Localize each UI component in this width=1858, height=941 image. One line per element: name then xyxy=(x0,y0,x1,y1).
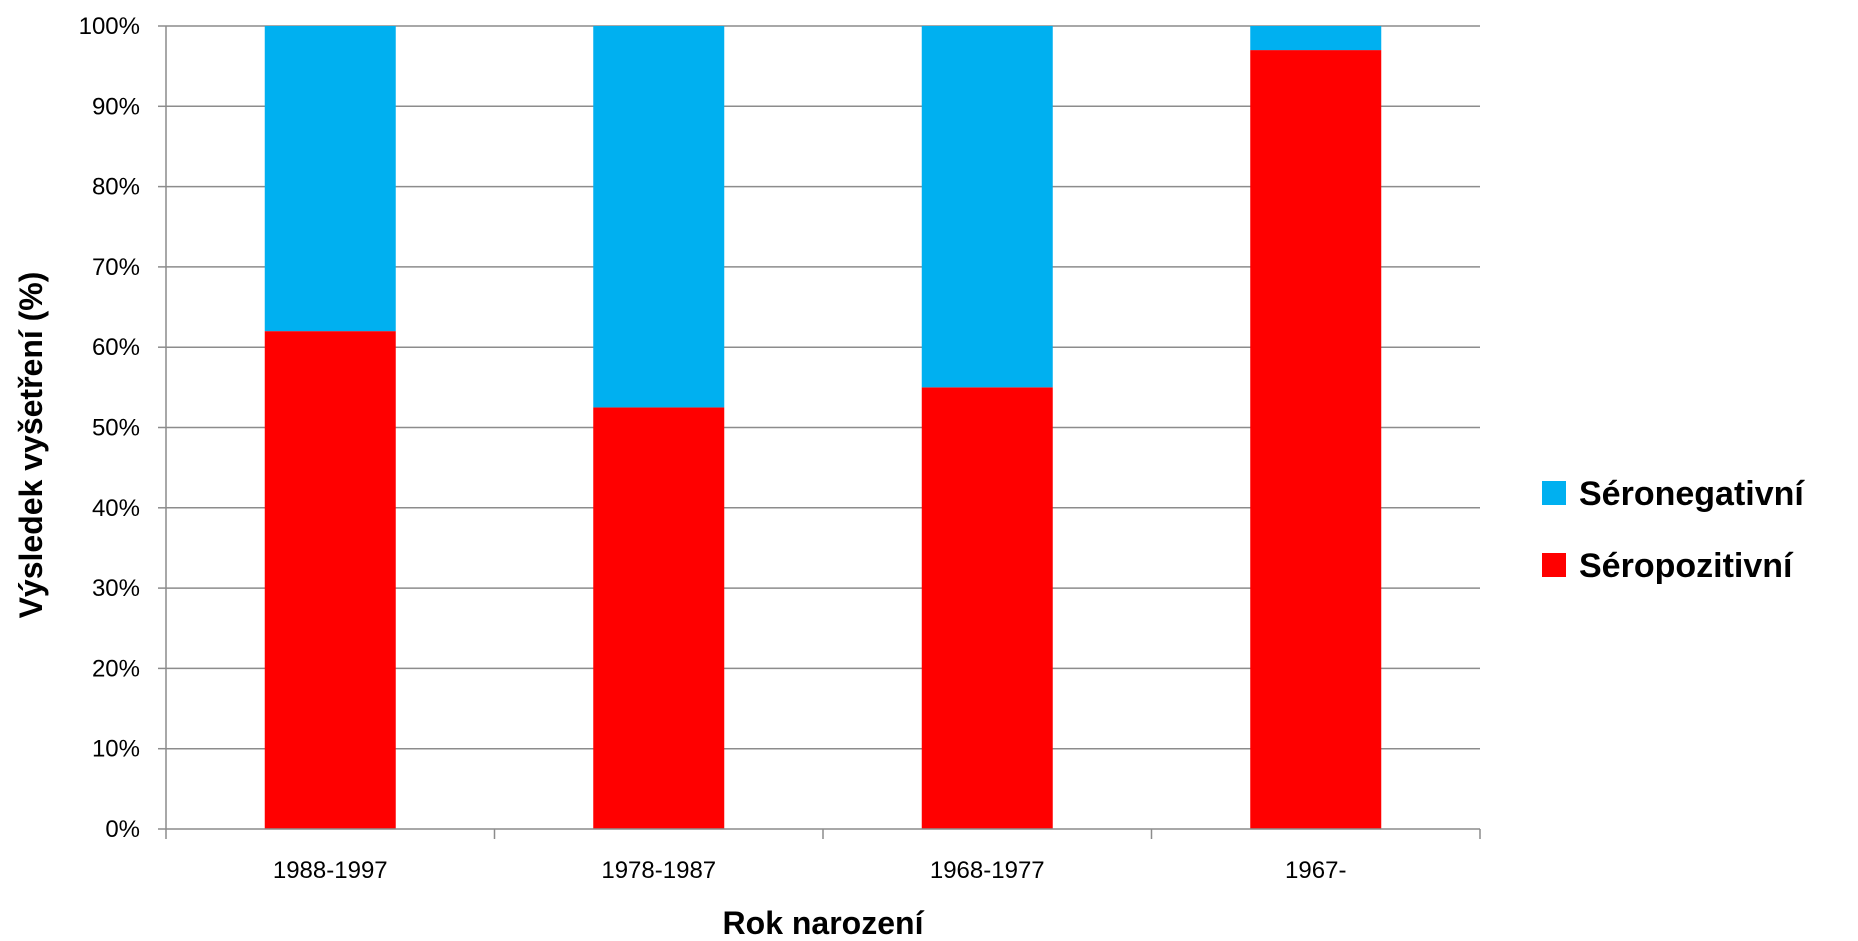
axes xyxy=(165,26,1481,839)
bar-seropozitivni-1 xyxy=(593,407,725,829)
x-tick-labels: 1988-1997 1978-1987 1968-1977 1967- xyxy=(273,857,1347,884)
bar-seropozitivni-0 xyxy=(264,331,396,829)
bar-seronegativni-3 xyxy=(1250,26,1382,51)
bar-seronegativni-1 xyxy=(593,26,725,408)
y-tick-label: 70% xyxy=(92,254,140,281)
bar-seropozitivni-2 xyxy=(921,387,1053,829)
x-tick-label: 1978-1987 xyxy=(601,857,716,884)
bar-seropozitivni-3 xyxy=(1250,50,1382,829)
y-tick-label: 60% xyxy=(92,334,140,361)
x-axis-title: Rok narození xyxy=(723,905,925,941)
x-tick-label: 1967- xyxy=(1285,857,1346,884)
legend-label: Séronegativní xyxy=(1579,475,1805,513)
legend: Séronegativní Séropozitivní xyxy=(1542,475,1805,585)
x-tick-label: 1988-1997 xyxy=(273,857,388,884)
y-tick-label: 90% xyxy=(92,93,140,120)
y-axis-title: Výsledek vyšetření (%) xyxy=(13,272,49,619)
legend-label: Séropozitivní xyxy=(1579,547,1794,585)
y-tick-label: 30% xyxy=(92,575,140,602)
y-tick-label: 10% xyxy=(92,736,140,763)
legend-swatch xyxy=(1542,553,1566,577)
bar-seronegativni-0 xyxy=(264,26,396,332)
legend-swatch xyxy=(1542,481,1566,505)
bar-seronegativni-2 xyxy=(921,26,1053,388)
y-tick-label: 20% xyxy=(92,655,140,682)
y-tick-labels: 0% 10% 20% 30% 40% 50% 60% 70% 80% 90% 100% xyxy=(79,13,140,843)
bars xyxy=(264,26,1382,829)
y-tick-label: 0% xyxy=(105,816,140,843)
x-tick-label: 1968-1977 xyxy=(930,857,1045,884)
y-tick-label: 100% xyxy=(79,13,140,40)
y-tick-label: 40% xyxy=(92,495,140,522)
y-tick-label: 50% xyxy=(92,415,140,442)
y-tick-label: 80% xyxy=(92,174,140,201)
